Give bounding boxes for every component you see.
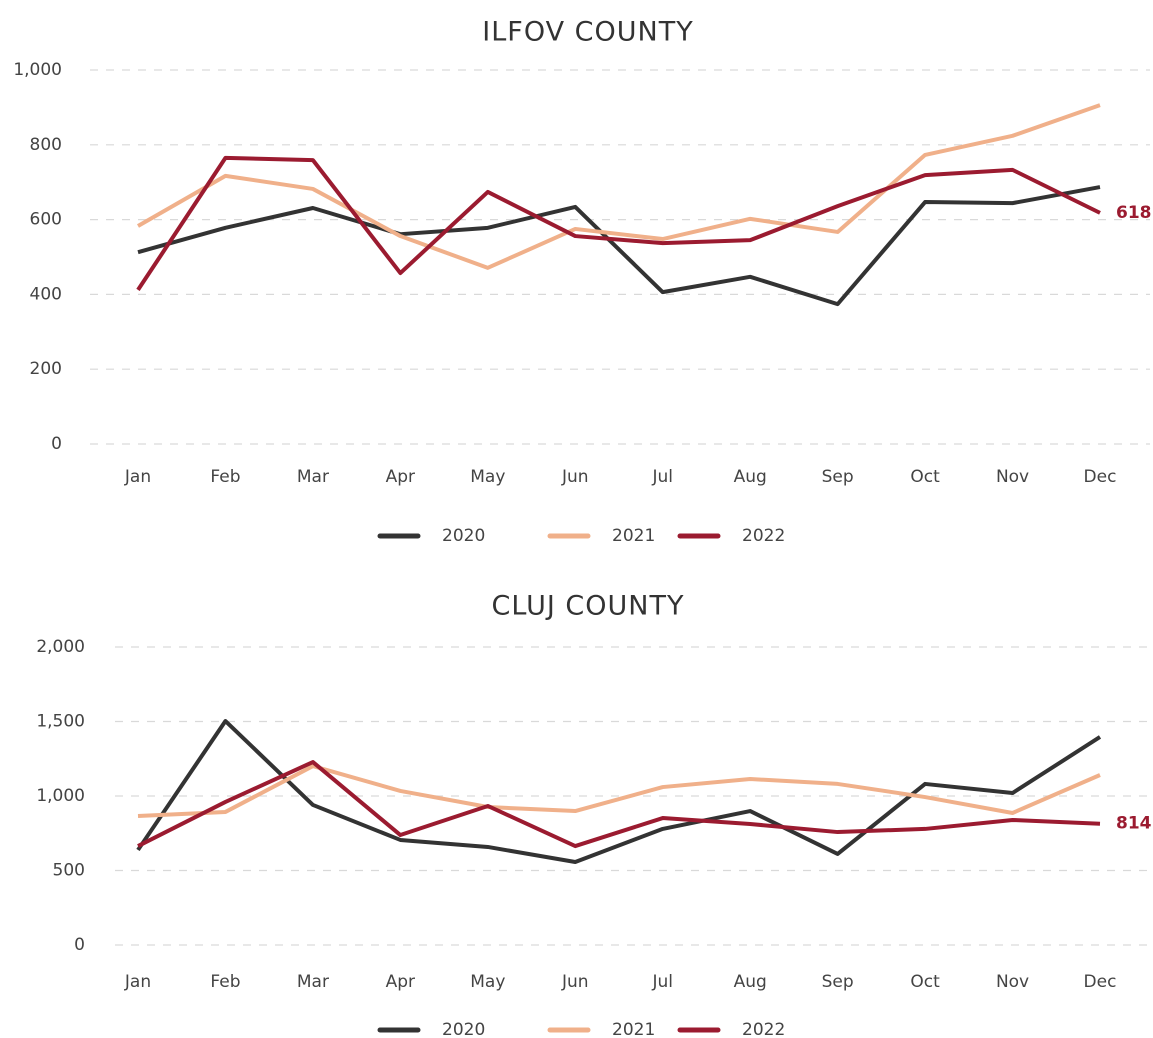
legend-label: 2020 xyxy=(442,1020,485,1038)
x-tick-label: Feb xyxy=(210,467,240,487)
legend-label: 2021 xyxy=(612,526,655,546)
x-tick-label: Nov xyxy=(996,467,1029,487)
x-tick-label: Jan xyxy=(124,467,151,487)
y-tick-label: 600 xyxy=(30,210,62,230)
x-tick-label: Apr xyxy=(386,972,415,992)
x-tick-label: Aug xyxy=(734,467,767,487)
legend-label: 2022 xyxy=(742,526,785,546)
series-line xyxy=(137,760,1101,849)
x-tick-label: Sep xyxy=(822,467,854,487)
x-tick-label: Jul xyxy=(651,467,673,487)
legend-label: 2021 xyxy=(612,1020,655,1038)
x-tick-label: Jun xyxy=(561,972,589,992)
series-line xyxy=(137,103,1101,270)
x-tick-label: Nov xyxy=(996,972,1029,992)
data-label: 618 xyxy=(1116,203,1152,223)
x-tick-label: May xyxy=(470,972,505,992)
y-tick-label: 2,000 xyxy=(36,637,85,657)
x-tick-label: Mar xyxy=(297,972,329,992)
x-tick-label: Oct xyxy=(910,972,940,992)
x-tick-label: May xyxy=(470,467,505,487)
y-tick-label: 0 xyxy=(74,935,85,955)
x-tick-label: Dec xyxy=(1084,467,1117,487)
y-tick-label: 500 xyxy=(53,861,85,881)
x-tick-label: Aug xyxy=(734,972,767,992)
y-tick-label: 1,500 xyxy=(36,712,85,732)
series-line xyxy=(137,185,1101,307)
series-line xyxy=(136,155,1101,292)
x-tick-label: Apr xyxy=(386,467,415,487)
legend-label: 2022 xyxy=(742,1020,785,1038)
x-tick-label: Jan xyxy=(124,972,151,992)
x-tick-label: Jul xyxy=(651,972,673,992)
x-tick-label: Oct xyxy=(910,467,940,487)
x-tick-label: Mar xyxy=(297,467,329,487)
x-tick-label: Feb xyxy=(210,972,240,992)
x-tick-label: Sep xyxy=(822,972,854,992)
y-tick-label: 1,000 xyxy=(36,786,85,806)
chart-title: CLUJ COUNTY xyxy=(492,591,685,622)
legend-label: 2020 xyxy=(442,526,485,546)
y-tick-label: 200 xyxy=(30,359,62,379)
x-tick-label: Jun xyxy=(561,467,589,487)
y-tick-label: 800 xyxy=(30,135,62,155)
series-line xyxy=(136,719,1102,865)
series-line xyxy=(137,764,1101,818)
y-tick-label: 0 xyxy=(51,434,62,454)
x-tick-label: Dec xyxy=(1084,972,1117,992)
data-label: 814 xyxy=(1116,814,1152,834)
y-tick-label: 1,000 xyxy=(13,60,62,80)
chart-title: ILFOV COUNTY xyxy=(482,17,693,48)
y-tick-label: 400 xyxy=(30,284,62,304)
